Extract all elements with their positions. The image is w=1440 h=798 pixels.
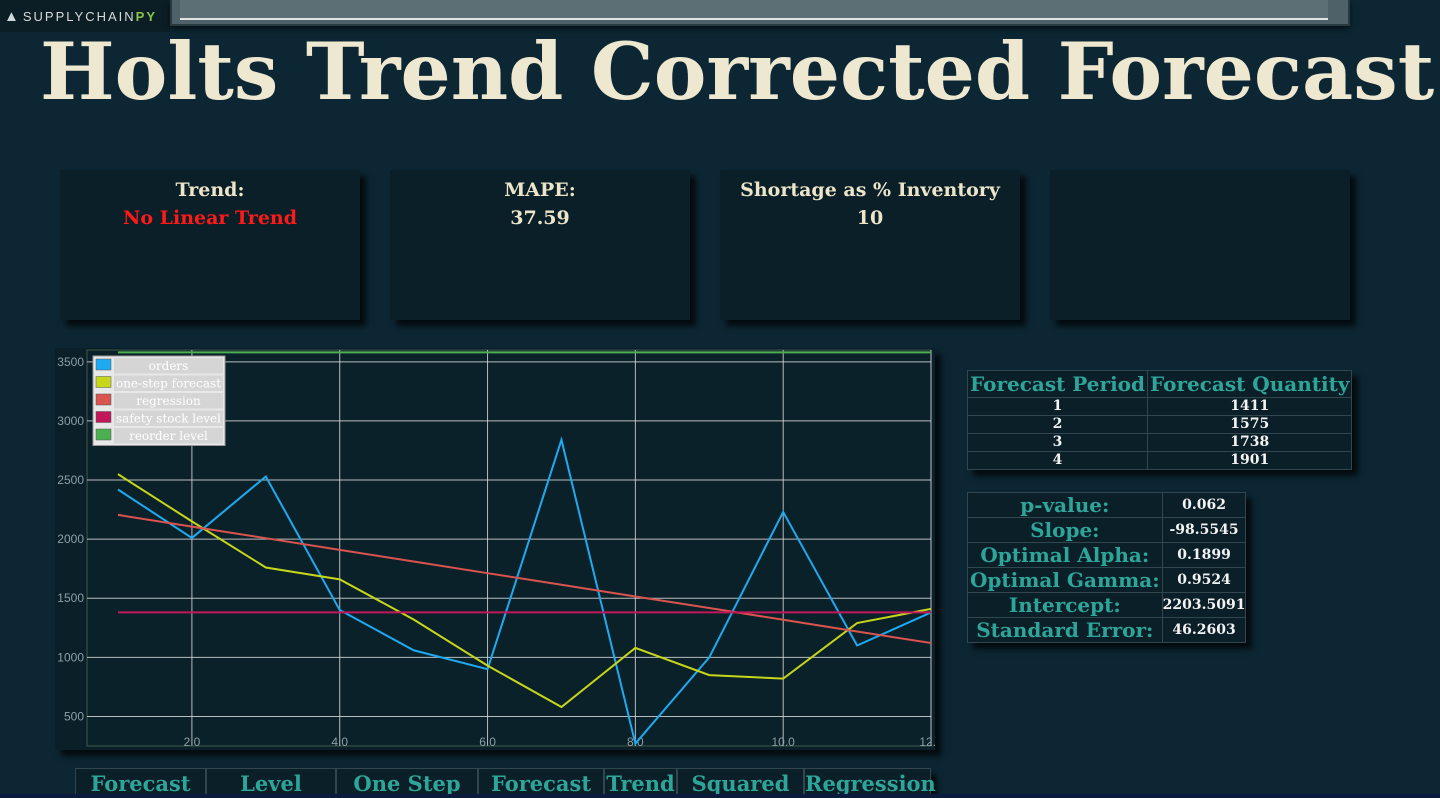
table-row: 3 1738 [967, 433, 1353, 452]
legend-label-bg [114, 375, 223, 391]
card-label: Shortage as % Inventory [740, 179, 1000, 201]
stat-value: 2203.5091 [1161, 592, 1247, 618]
legend-swatch [95, 428, 112, 441]
bottom-scroll-strip [0, 794, 1440, 798]
table-row: 4 1901 [967, 451, 1353, 470]
card-value: 37.59 [510, 207, 570, 229]
legend-label: safety stock level [116, 412, 221, 426]
quantity-cell: 1575 [1146, 415, 1353, 434]
stat-row: Intercept: 2203.5091 [967, 592, 1247, 618]
x-tick-label: 6.0 [479, 735, 496, 749]
y-tick-label: 3000 [57, 414, 84, 428]
card-label: Trend: [175, 179, 245, 201]
legend-swatch [95, 376, 112, 388]
series-line-regression [117, 513, 932, 645]
brand-suffix: PY [135, 8, 157, 24]
stat-value: 0.9524 [1161, 567, 1247, 593]
card-label: MAPE: [504, 179, 576, 201]
stat-row: Optimal Gamma: 0.9524 [967, 567, 1247, 593]
legend-label: orders [149, 359, 189, 373]
legend-label-bg [114, 393, 223, 409]
plot-area [86, 349, 932, 747]
table-row: 1 1411 [967, 397, 1353, 416]
quantity-cell: 1901 [1146, 451, 1353, 470]
y-tick-label: 3500 [57, 355, 84, 369]
trend-card: Trend: No Linear Trend [60, 170, 360, 320]
stat-label: Intercept: [967, 592, 1163, 618]
column-header: Forecast Period [967, 370, 1148, 398]
stat-value: 0.1899 [1161, 542, 1247, 568]
legend-swatch [95, 358, 112, 371]
column-header: Forecast [478, 768, 604, 798]
stat-row: Optimal Alpha: 0.1899 [967, 542, 1247, 568]
column-header: Regression [804, 768, 936, 798]
top-nav-bar [170, 0, 1350, 26]
top-nav-inner [180, 0, 1328, 20]
y-tick-label: 1500 [57, 591, 84, 605]
y-tick-label: 1000 [57, 650, 84, 664]
y-tick-label: 2000 [57, 532, 84, 546]
y-tick-label: 500 [64, 709, 84, 723]
legend-label: regression [136, 394, 201, 408]
stat-row: Standard Error: 46.2603 [967, 617, 1247, 643]
x-tick-label: 2.0 [184, 735, 201, 749]
period-cell: 4 [967, 451, 1148, 470]
card-value: 10 [856, 207, 884, 229]
page-title: Holts Trend Corrected Forecast [40, 25, 1435, 118]
stat-label: Slope: [967, 517, 1163, 543]
period-cell: 2 [967, 415, 1148, 434]
stat-label: Standard Error: [967, 617, 1163, 643]
stat-label: p-value: [967, 492, 1163, 518]
x-tick-label: 4.0 [331, 735, 348, 749]
legend-label: one-step forecast [116, 377, 221, 391]
column-header: Trend [604, 768, 677, 798]
legend-label: reorder level [129, 429, 208, 443]
quantity-cell: 1738 [1146, 433, 1353, 452]
legend-label-bg [114, 410, 223, 426]
stat-value: 0.062 [1161, 492, 1247, 518]
card-value: No Linear Trend [122, 207, 298, 229]
quantity-cell: 1411 [1146, 397, 1353, 416]
y-tick-label: 2500 [57, 473, 84, 487]
stat-row: Slope: -98.5545 [967, 517, 1247, 543]
x-tick-label: 10.0 [772, 735, 796, 749]
legend-label-bg [114, 358, 223, 374]
stat-label: Optimal Alpha: [967, 542, 1163, 568]
legend-swatch [95, 393, 112, 406]
table-row: 2 1575 [967, 415, 1353, 434]
stat-row: p-value: 0.062 [967, 492, 1247, 518]
brand-name: SUPPLYCHAIN [22, 8, 136, 24]
stat-value: -98.5545 [1161, 517, 1247, 543]
mape-card: MAPE: 37.59 [390, 170, 690, 320]
shortage-card: Shortage as % Inventory 10 [720, 170, 1020, 320]
legend-label-bg [114, 428, 223, 444]
column-header: Forecast Quantity [1146, 370, 1353, 398]
brand-logo[interactable]: ▲ SUPPLYCHAIN PY [0, 0, 170, 32]
stat-value: 46.2603 [1161, 617, 1247, 643]
legend-swatch [95, 411, 112, 423]
stat-label: Optimal Gamma: [967, 567, 1163, 593]
series-line-one-step-forecast [117, 473, 932, 709]
detail-table-header: Forecast Level One Step Forecast Trend S… [75, 768, 936, 798]
period-cell: 3 [967, 433, 1148, 452]
series-line-orders [117, 436, 932, 746]
x-tick-label: 12.0 [919, 735, 935, 749]
column-header: Squared [677, 768, 804, 798]
empty-card [1050, 170, 1350, 320]
table-header-row: Forecast Period Forecast Quantity [967, 370, 1353, 398]
forecast-quantity-table: Forecast Period Forecast Quantity 1 1411 … [967, 370, 1353, 470]
shark-icon: ▲ [4, 7, 21, 25]
period-cell: 1 [967, 397, 1148, 416]
regression-stats-table: p-value: 0.062 Slope: -98.5545 Optimal Alp… [967, 492, 1247, 643]
forecast-chart[interactable]: 500 1000 1500 2000 2500 3000 3500 2.0 4.0 6.0 8.0 1… [55, 348, 935, 750]
